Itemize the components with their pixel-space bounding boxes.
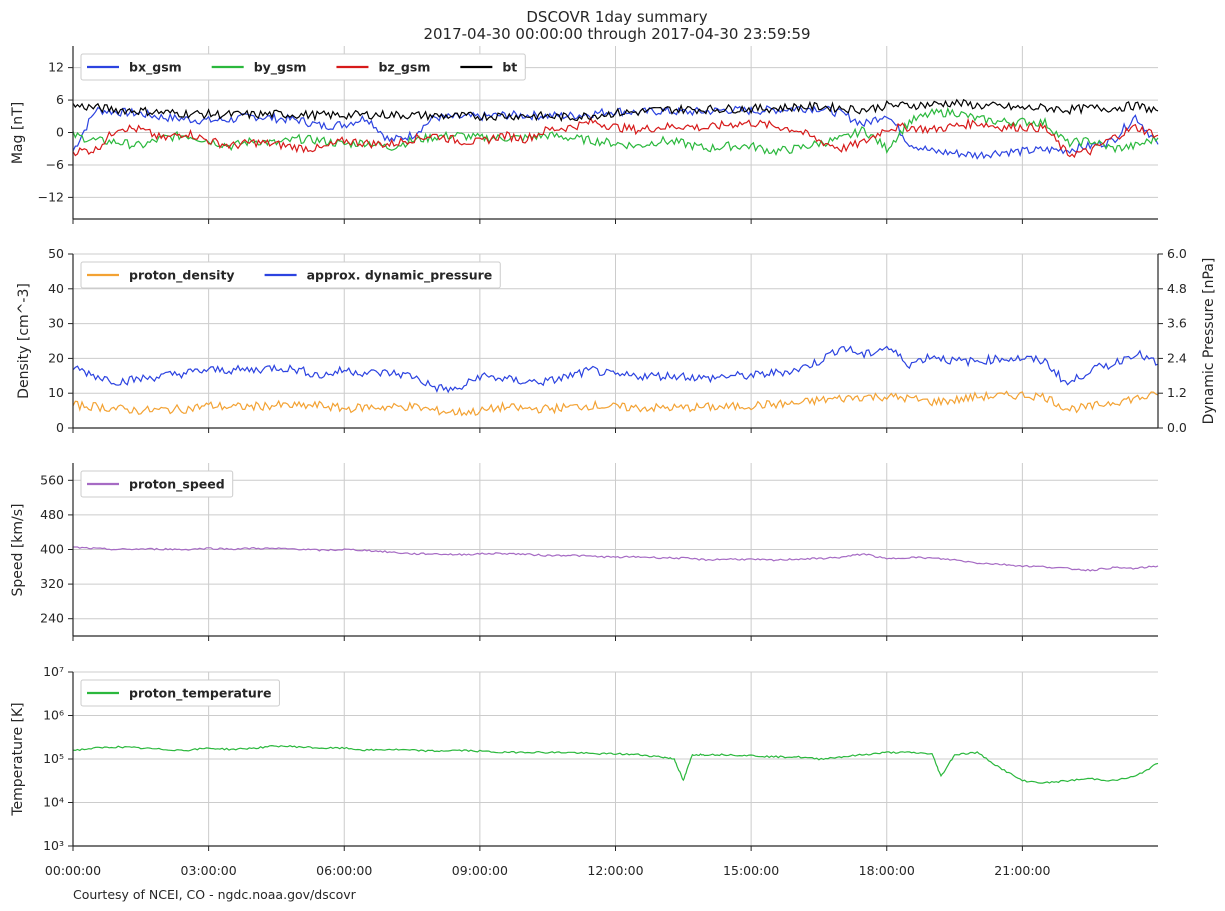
- y-tick-label: 10³: [43, 838, 64, 853]
- y-tick-label: 240: [40, 611, 64, 626]
- y-tick-label: −12: [38, 189, 64, 204]
- y-tick-label: 12: [48, 60, 64, 75]
- chart-title-line1: DSCOVR 1day summary: [526, 8, 707, 26]
- y-tick-label-right: 4.8: [1167, 281, 1187, 296]
- x-tick-label: 18:00:00: [859, 863, 915, 878]
- speed-legend: proton_speed: [80, 470, 234, 498]
- mag-panel: −12 −6 0 6 12 Mag [nT] bx_gsm by_gsm bz_gsm bt: [10, 46, 1159, 224]
- chart-title-line2: 2017-04-30 00:00:00 through 2017-04-30 2…: [423, 25, 810, 43]
- y-tick-label-right: 0.0: [1167, 420, 1187, 435]
- mag-y-ticks: −12 −6 0 6 12: [38, 60, 73, 204]
- temperature-y-axis-label: Temperature [K]: [10, 702, 26, 816]
- mag-series-lines: [72, 98, 1159, 160]
- series-line-proton-density: [72, 390, 1159, 417]
- pressure-y-ticks: 0.0 1.2 2.4 3.6 4.8 6.0: [1158, 246, 1187, 435]
- series-line-approx-dynamic-pressure: [72, 345, 1159, 394]
- series-line-bz-gsm: [72, 116, 1159, 159]
- y-tick-label: 10: [48, 385, 64, 400]
- legend-label: proton_density: [129, 268, 235, 284]
- series-line-bt: [72, 98, 1159, 123]
- series-line-proton-temperature: [72, 744, 1159, 784]
- y-tick-label-right: 6.0: [1167, 246, 1187, 261]
- legend-frame: [80, 470, 234, 498]
- y-tick-label: 10⁴: [43, 795, 64, 810]
- speed-panel: 240 320 400 480 560 Speed [km/s] proton_spee…: [10, 463, 1159, 641]
- y-tick-label: 560: [40, 472, 64, 487]
- speed-y-axis-label: Speed [km/s]: [10, 503, 26, 596]
- speed-grid: [72, 463, 1158, 641]
- density-series-lines: [72, 345, 1159, 417]
- legend-label: proton_speed: [129, 477, 225, 493]
- x-tick-label: 03:00:00: [181, 863, 237, 878]
- y-tick-label: 30: [48, 316, 64, 331]
- x-tick-label: 00:00:00: [45, 863, 101, 878]
- mag-y-axis-label: Mag [nT]: [10, 102, 26, 164]
- y-tick-label: 50: [48, 246, 64, 261]
- legend-label: bt: [502, 60, 517, 75]
- series-line-by-gsm: [72, 106, 1159, 156]
- x-tick-label: 15:00:00: [723, 863, 779, 878]
- legend-label: approx. dynamic_pressure: [307, 268, 493, 284]
- y-tick-label-right: 2.4: [1167, 350, 1187, 365]
- y-tick-label-right: 3.6: [1167, 316, 1187, 331]
- temperature-series-lines: [72, 744, 1159, 784]
- x-tick-label: 12:00:00: [587, 863, 643, 878]
- legend-frame: [80, 53, 526, 81]
- mag-legend: bx_gsm by_gsm bz_gsm bt: [80, 53, 526, 81]
- y-tick-label: 10⁷: [43, 664, 64, 679]
- density-legend: proton_density approx. dynamic_pressure: [80, 261, 501, 289]
- series-line-proton-speed: [73, 546, 1159, 572]
- speed-series-lines: [73, 546, 1159, 572]
- temperature-panel: 10³ 10⁴ 10⁵ 10⁶ 10⁷ Temperature [K] proton_t…: [10, 664, 1159, 853]
- y-tick-label-right: 1.2: [1167, 385, 1187, 400]
- y-tick-label: 6: [56, 92, 64, 107]
- y-tick-label: 0: [56, 125, 64, 140]
- legend-label: by_gsm: [254, 60, 307, 76]
- y-tick-label: 10⁵: [43, 751, 64, 766]
- x-tick-label: 21:00:00: [994, 863, 1050, 878]
- credit-text: Courtesy of NCEI, CO - ngdc.noaa.gov/dsc…: [73, 887, 357, 902]
- legend-label: proton_temperature: [129, 686, 271, 702]
- y-tick-label: 10⁶: [43, 708, 64, 723]
- density-panel: 0 10 20 30 40 50 0.0 1.2 2.4 3.6 4.8 6.0 Density […: [16, 246, 1217, 435]
- y-tick-label: 320: [40, 576, 64, 591]
- x-tick-label: 09:00:00: [452, 863, 508, 878]
- x-tick-labels: 00:00:00 03:00:00 06:00:00 09:00:00 12:00:00…: [45, 863, 1051, 878]
- y-tick-label: 20: [48, 350, 64, 365]
- temperature-legend: proton_temperature: [80, 679, 280, 707]
- y-tick-label: 480: [40, 507, 64, 522]
- x-tick-label: 06:00:00: [316, 863, 372, 878]
- pressure-y-axis-label: Dynamic Pressure [nPa]: [1201, 258, 1217, 425]
- speed-y-ticks: 240 320 400 480 560: [40, 472, 73, 626]
- y-tick-label: 400: [40, 542, 64, 557]
- density-y-axis-label: Density [cm^-3]: [16, 283, 32, 399]
- legend-frame: [80, 679, 280, 707]
- density-y-ticks: 0 10 20 30 40 50: [48, 246, 73, 435]
- y-tick-label: 40: [48, 281, 64, 296]
- y-tick-label: 0: [56, 420, 64, 435]
- legend-label: bz_gsm: [378, 60, 430, 76]
- y-tick-label: −6: [46, 157, 64, 172]
- legend-label: bx_gsm: [129, 60, 182, 76]
- temperature-y-ticks: 10³ 10⁴ 10⁵ 10⁶ 10⁷: [43, 664, 73, 853]
